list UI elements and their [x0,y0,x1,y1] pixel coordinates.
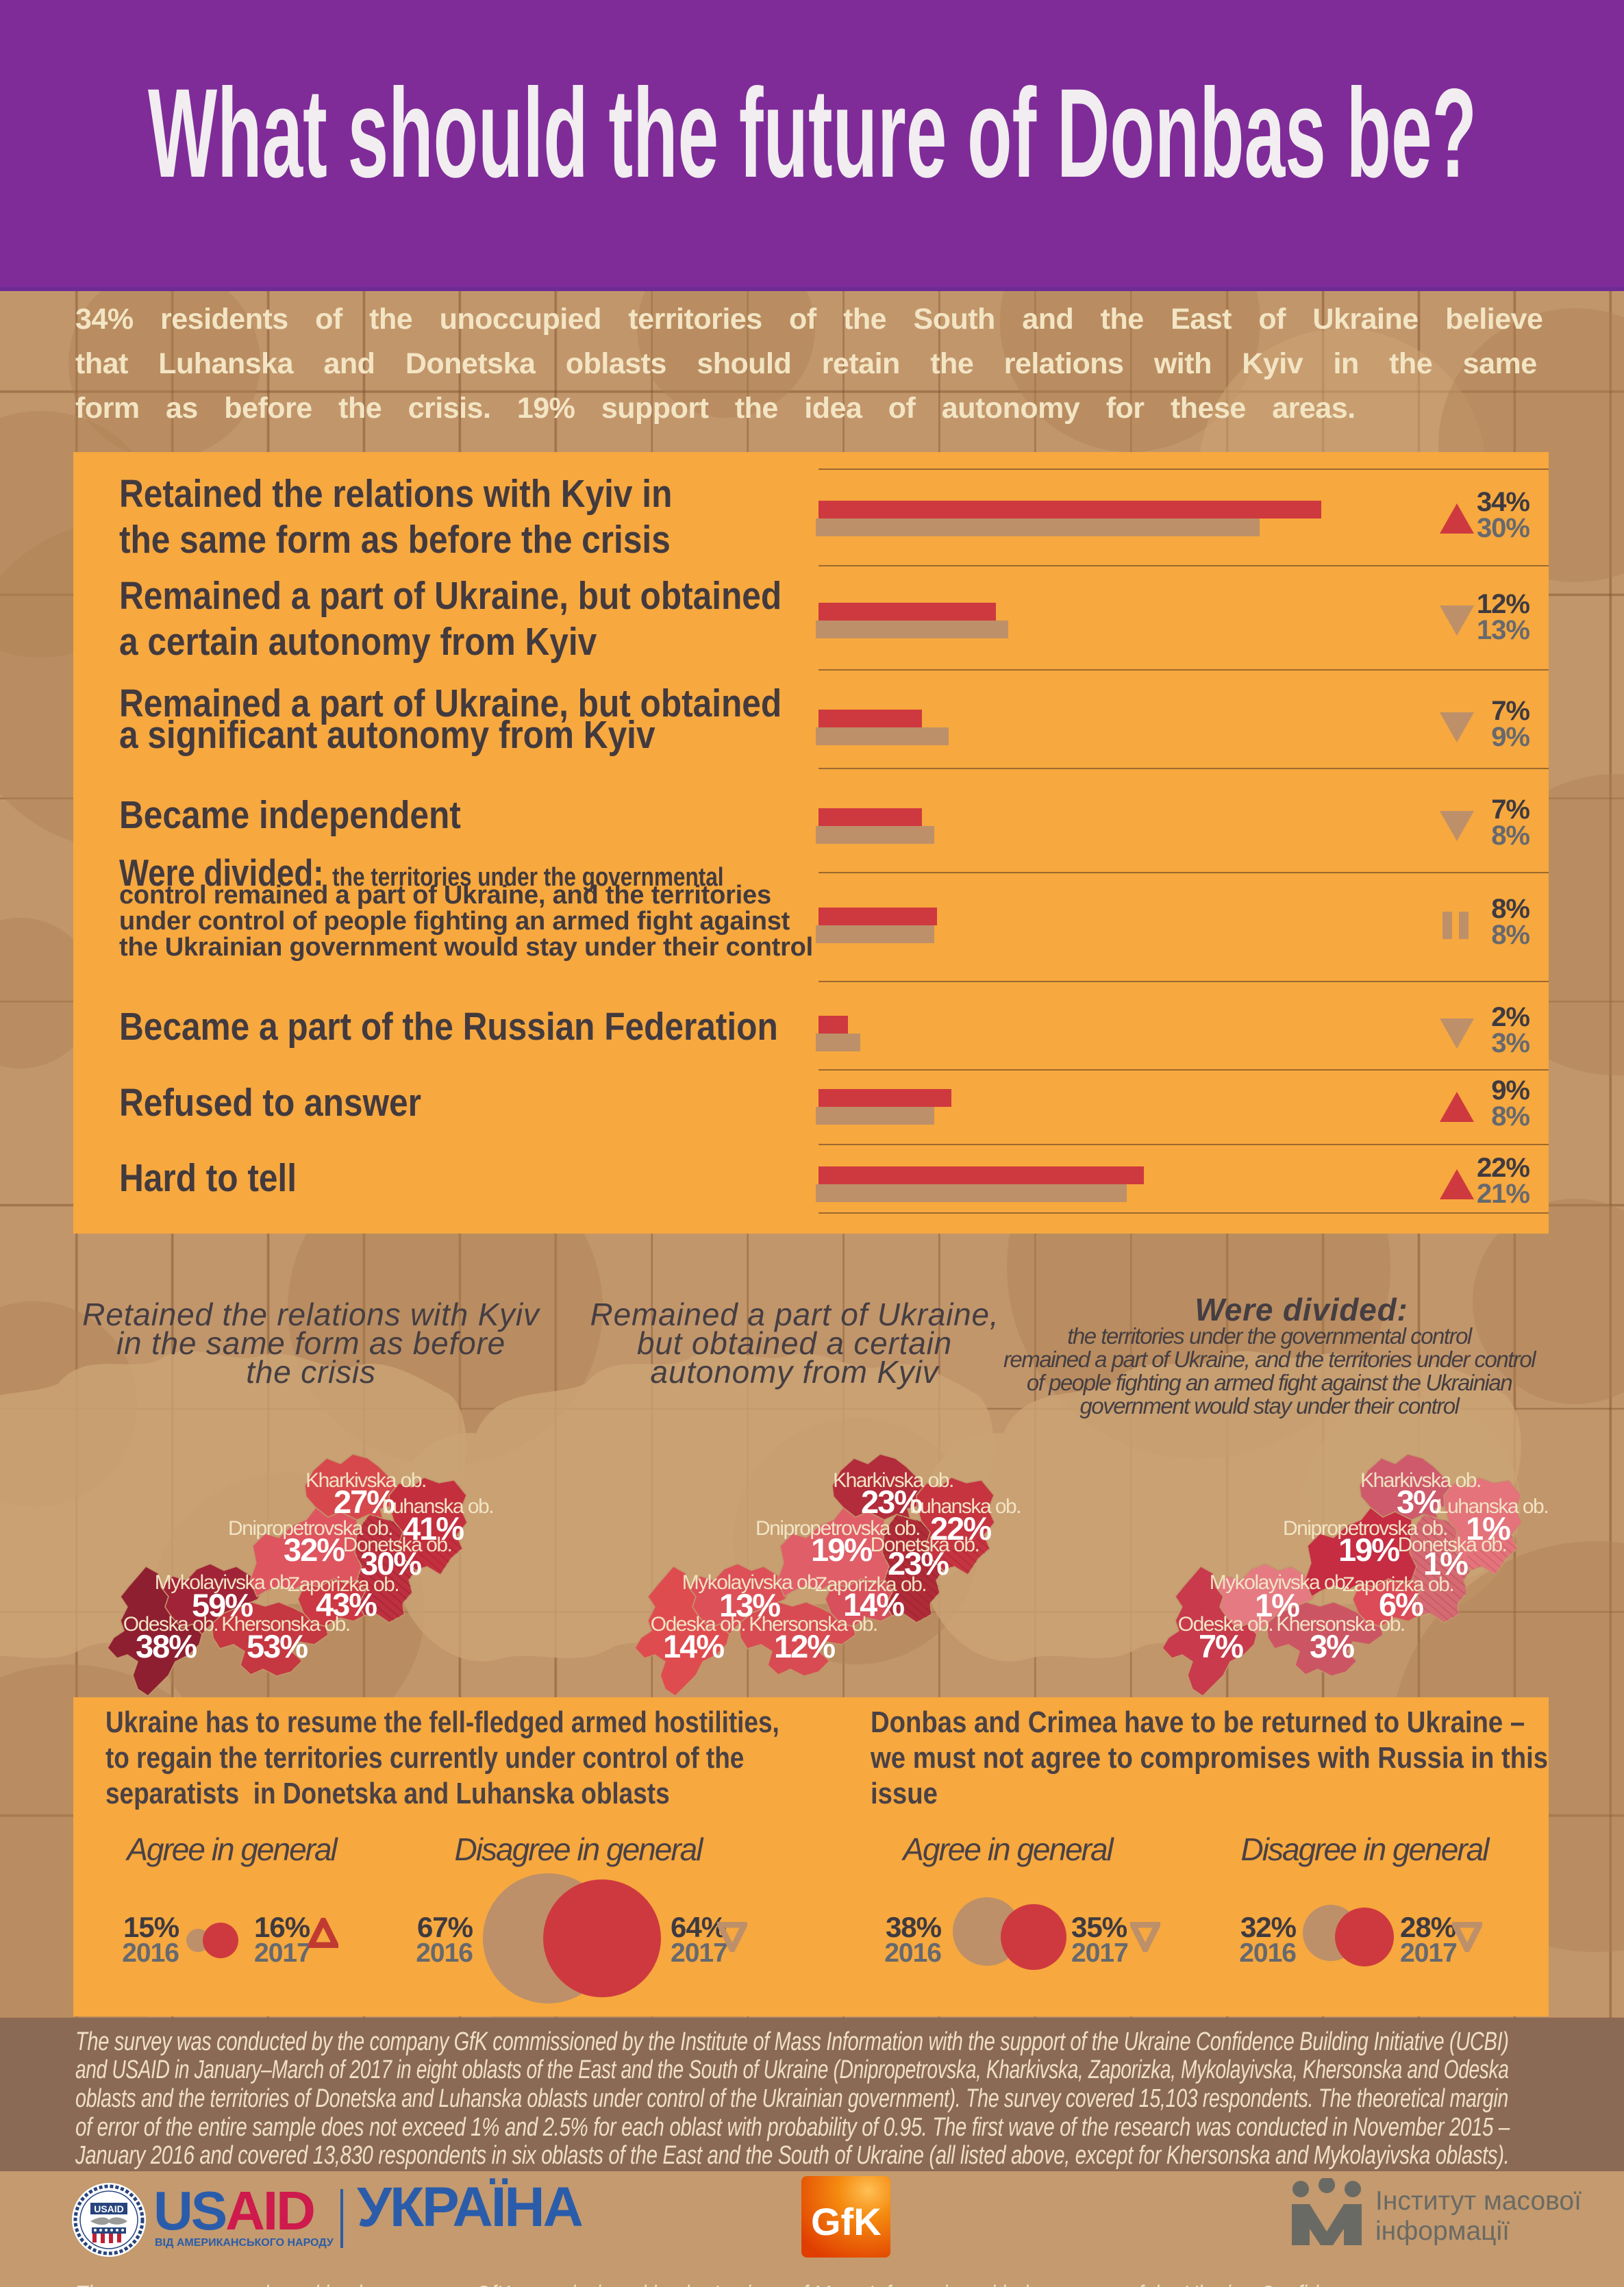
svg-text:What should the future of Donb: What should the future of Donbas be? [148,63,1477,204]
svg-text:GfK: GfK [811,2200,882,2243]
svg-text:USAID: USAID [94,2203,124,2214]
